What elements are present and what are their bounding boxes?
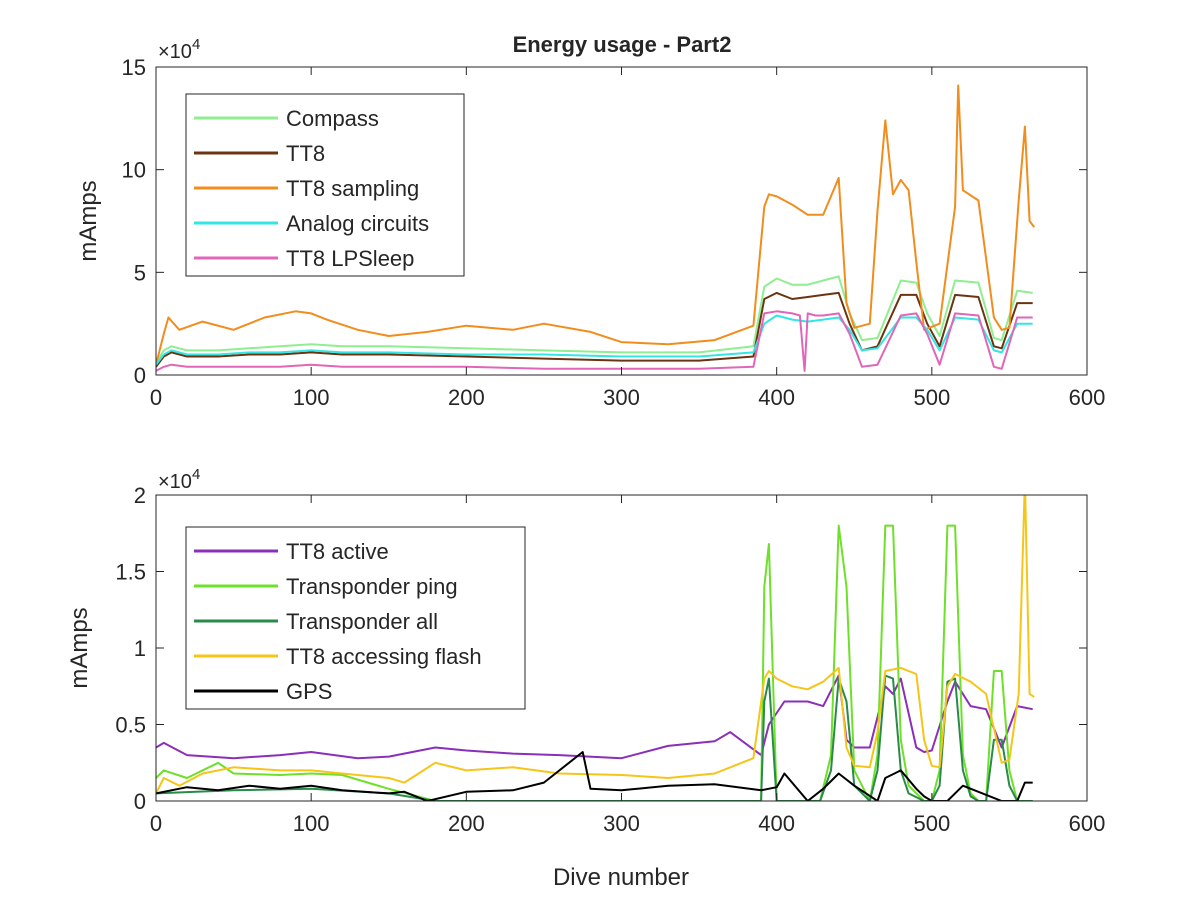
legend-label-analog-circuits: Analog circuits [286, 211, 429, 236]
legend-label-tt8: TT8 [286, 141, 325, 166]
legend-box [185, 526, 526, 710]
x-tick-label: 100 [293, 385, 330, 410]
y-tick-label: 5 [134, 260, 146, 285]
x-tick-label: 600 [1069, 385, 1106, 410]
x-tick-label: 100 [293, 811, 330, 836]
x-tick-label: 500 [913, 811, 950, 836]
series-line-tt8-lpsleep [156, 310, 1033, 372]
series-group [156, 84, 1036, 372]
x-tick-label: 200 [448, 811, 485, 836]
y-axis-label: mAmps [66, 607, 93, 688]
plot-area: 0 100 200 300 400 500 600 0 5 10 15 [122, 55, 1106, 410]
x-tick-label: 300 [603, 385, 640, 410]
energy-usage-panel-bottom: ×104 mAmps Dive number 0 100 200 300 400 500 6… [66, 466, 1105, 891]
energy-usage-panel-top: Energy usage - Part2 ×104 mAmps 0 100 200 3… [75, 32, 1105, 410]
y-tick-label: 1 [134, 636, 146, 661]
x-tick-label: 500 [913, 385, 950, 410]
legend: TT8 active Transponder ping Transponder al… [185, 526, 526, 710]
x-tick-label: 0 [150, 385, 162, 410]
legend-label-tt8-lpsleep: TT8 LPSleep [286, 246, 414, 271]
x-tick-label: 200 [448, 385, 485, 410]
x-tick-label: 600 [1069, 811, 1106, 836]
series-line-gps [156, 751, 1033, 801]
y-tick-label: 15 [122, 55, 146, 80]
x-tick-label: 400 [758, 385, 795, 410]
legend-label-tt8-active: TT8 active [286, 539, 389, 564]
legend-label-transponder-all: Transponder all [286, 609, 438, 634]
x-tick-label: 400 [758, 811, 795, 836]
series-line-compass [156, 275, 1033, 364]
legend: Compass TT8 TT8 sampling Analog circuits TT8… [185, 93, 465, 277]
legend-label-tt8-accessing-flash: TT8 accessing flash [286, 644, 482, 669]
y-tick-label: 1.5 [115, 560, 146, 585]
series-line-transponder-all [156, 674, 1033, 801]
y-tick-label: 0 [134, 363, 146, 388]
legend-label-compass: Compass [286, 106, 379, 131]
y-tick-label: 2 [134, 483, 146, 508]
y-axis-exponent: ×104 [158, 466, 200, 493]
series-line-analog-circuits [156, 314, 1033, 366]
y-tick-label: 10 [122, 158, 146, 183]
legend-label-tt8-sampling: TT8 sampling [286, 176, 419, 201]
series-line-transponder-ping [156, 524, 1033, 801]
legend-label-gps: GPS [286, 679, 332, 704]
x-tick-label: 300 [603, 811, 640, 836]
x-axis-label: Dive number [553, 864, 689, 891]
y-axis-label: mAmps [75, 180, 102, 261]
series-group [156, 495, 1035, 801]
series-line-tt8-sampling [156, 84, 1036, 365]
x-tick-label: 0 [150, 811, 162, 836]
chart-title: Energy usage - Part2 [513, 32, 732, 57]
plot-area: 0 100 200 300 400 500 600 0 0.5 1 1.5 2 [115, 483, 1106, 836]
legend-box [185, 93, 465, 277]
y-tick-label: 0 [134, 789, 146, 814]
y-axis-exponent: ×104 [158, 36, 200, 63]
legend-label-transponder-ping: Transponder ping [286, 574, 458, 599]
series-line-tt8 [156, 291, 1033, 368]
y-tick-label: 0.5 [115, 713, 146, 738]
series-line-tt8-accessing-flash [156, 495, 1035, 794]
